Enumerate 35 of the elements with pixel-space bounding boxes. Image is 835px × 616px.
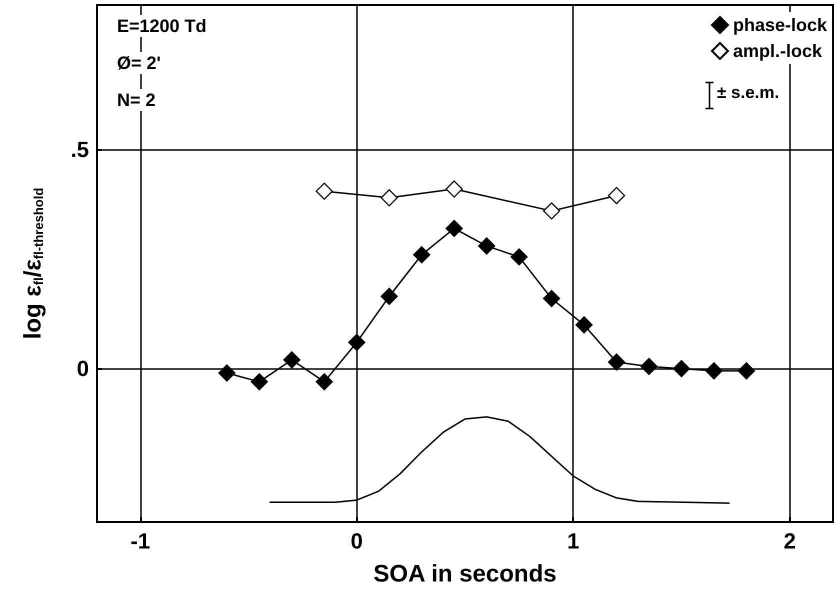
point — [608, 353, 626, 371]
point — [283, 351, 300, 368]
point — [672, 360, 690, 378]
point — [446, 220, 463, 238]
x-tick-label: 2 — [784, 528, 796, 554]
point — [218, 364, 236, 382]
point — [705, 362, 723, 380]
point — [380, 189, 398, 206]
annotation: ± s.e.m. — [717, 83, 780, 102]
x-tick-label: 1 — [567, 528, 580, 554]
annotation: E=1200 Td — [117, 16, 207, 36]
x-tick-label: -1 — [130, 528, 150, 554]
point — [446, 180, 463, 198]
point — [608, 186, 626, 204]
point — [510, 248, 528, 266]
legend-label: phase-lock — [732, 15, 828, 35]
point — [575, 316, 593, 334]
y-axis-title: log εfl/εfl-threshold — [20, 188, 46, 340]
point — [316, 373, 333, 390]
point — [348, 334, 366, 351]
y-tick-label: .5 — [70, 137, 89, 162]
point — [640, 358, 658, 376]
annotation: N= 2 — [117, 90, 156, 110]
point — [478, 237, 496, 255]
point — [380, 288, 398, 305]
x-tick-label: 0 — [350, 528, 363, 554]
annotation: Ø= 2' — [117, 53, 161, 73]
point — [316, 182, 333, 200]
point — [413, 246, 430, 264]
x-axis-title: SOA in seconds — [373, 560, 557, 588]
legend-label: ampl.-lock — [732, 41, 823, 61]
point — [542, 290, 560, 308]
point — [542, 202, 560, 220]
point — [738, 362, 756, 380]
point — [250, 373, 268, 390]
